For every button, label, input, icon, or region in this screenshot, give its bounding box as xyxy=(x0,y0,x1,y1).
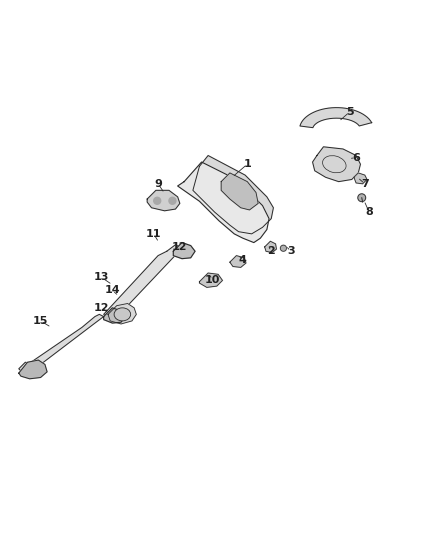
Polygon shape xyxy=(221,173,258,210)
Polygon shape xyxy=(104,245,182,317)
Polygon shape xyxy=(199,273,223,287)
Text: 15: 15 xyxy=(33,316,48,326)
Text: 10: 10 xyxy=(205,274,220,285)
Polygon shape xyxy=(300,108,372,127)
Ellipse shape xyxy=(114,308,131,321)
Text: 7: 7 xyxy=(361,179,369,189)
Polygon shape xyxy=(173,243,195,259)
Text: 13: 13 xyxy=(94,272,109,282)
Polygon shape xyxy=(313,147,360,182)
Text: 12: 12 xyxy=(94,303,109,313)
Circle shape xyxy=(358,194,366,201)
Text: 11: 11 xyxy=(146,229,162,239)
Polygon shape xyxy=(265,241,276,253)
Polygon shape xyxy=(230,256,246,268)
Polygon shape xyxy=(19,360,47,379)
Text: 4: 4 xyxy=(239,255,247,265)
Text: 2: 2 xyxy=(267,246,275,256)
Text: 12: 12 xyxy=(172,242,187,252)
Polygon shape xyxy=(178,162,269,243)
Text: 9: 9 xyxy=(154,179,162,189)
Circle shape xyxy=(280,245,286,251)
Polygon shape xyxy=(104,308,125,323)
Polygon shape xyxy=(108,303,136,324)
Text: 6: 6 xyxy=(352,152,360,163)
Circle shape xyxy=(169,197,176,204)
Polygon shape xyxy=(147,190,180,211)
Polygon shape xyxy=(354,173,367,184)
Polygon shape xyxy=(193,156,273,234)
Text: 8: 8 xyxy=(365,207,373,217)
Text: 3: 3 xyxy=(287,246,295,256)
Text: 5: 5 xyxy=(346,107,353,117)
Text: 1: 1 xyxy=(244,159,251,169)
Circle shape xyxy=(154,197,161,204)
Text: 14: 14 xyxy=(105,286,120,295)
Polygon shape xyxy=(19,314,104,373)
